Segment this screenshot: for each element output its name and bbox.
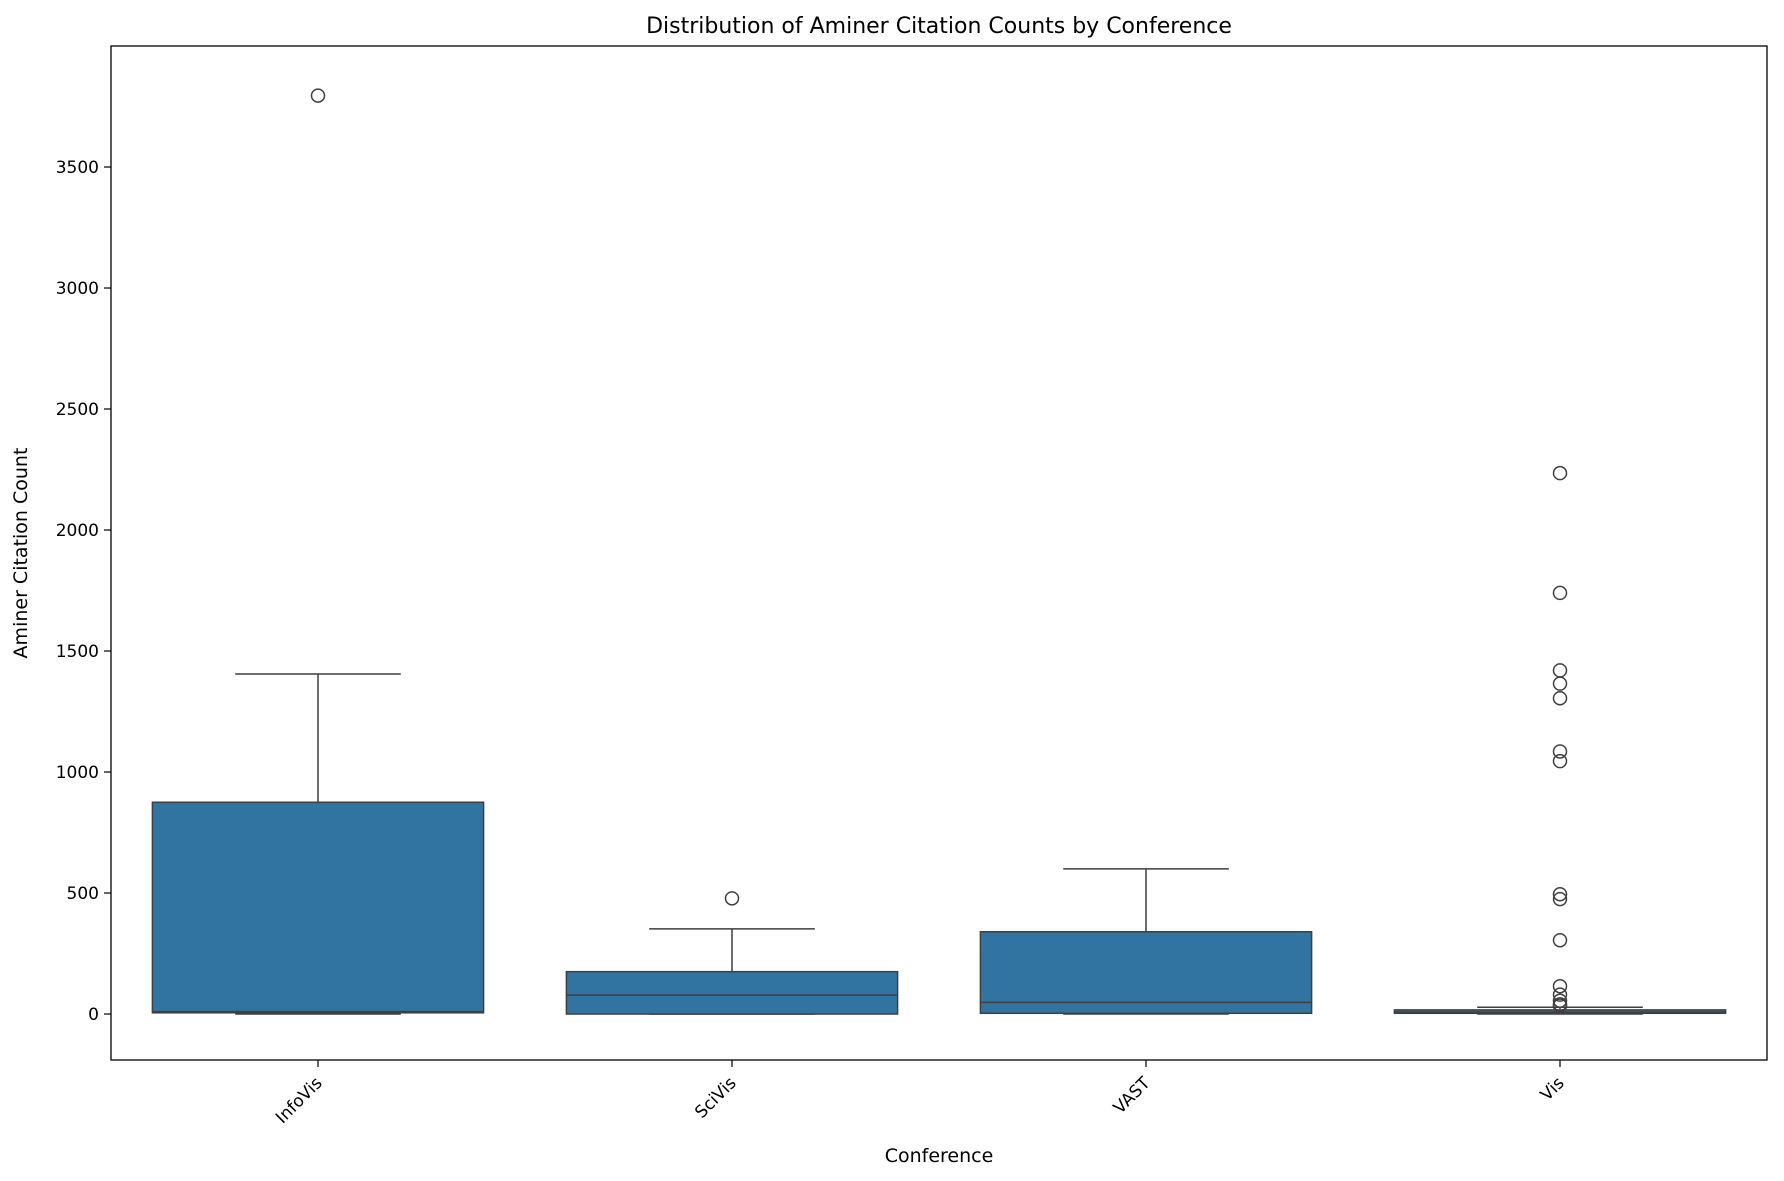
y-tick-label: 3000 — [56, 279, 99, 299]
y-tick-label: 2500 — [56, 400, 99, 420]
outlier-point-vis — [1552, 886, 1568, 902]
y-tick-label: 3500 — [56, 158, 99, 178]
outlier-point-vis — [1552, 585, 1568, 601]
outlier-point-vis — [1552, 676, 1568, 691]
outlier-point-vis — [1552, 978, 1568, 994]
outlier-point-vis — [1552, 891, 1568, 907]
outlier-point-vis — [1552, 993, 1568, 1008]
y-tick-label: 2000 — [56, 521, 99, 541]
outlier-point-vis — [1552, 690, 1568, 706]
plot-frame — [110, 45, 1768, 1061]
outlier-point-vis — [1552, 753, 1568, 769]
outlier-point-vis — [1552, 465, 1568, 481]
y-tick-label: 0 — [88, 1005, 99, 1025]
outlier-point-vis — [1552, 987, 1568, 1002]
y-tick-label: 500 — [67, 884, 99, 904]
x-axis-title: Conference — [885, 1145, 994, 1167]
box-vast — [979, 930, 1313, 1015]
x-tick-label: Vis — [1537, 1073, 1569, 1105]
chart-title: Distribution of Aminer Citation Counts b… — [646, 14, 1232, 39]
outlier-point-vis — [1552, 744, 1568, 759]
x-tick-label: SciVis — [691, 1073, 740, 1122]
outlier-point-vis — [1552, 998, 1568, 1013]
box-infovis — [151, 801, 485, 1014]
x-tick-label: InfoVis — [272, 1073, 327, 1128]
outlier-point-vis — [1552, 663, 1568, 678]
y-tick-label: 1000 — [56, 763, 99, 783]
outlier-point-vis — [1552, 932, 1568, 948]
x-tick-label: VAST — [1110, 1073, 1155, 1118]
box-scivis — [565, 970, 899, 1015]
outlier-point-infovis — [310, 88, 326, 103]
y-tick-label: 1500 — [56, 642, 99, 662]
plot-area: 0 500 1000 1500 2000 2500 3000 3500 InfoVis SciVi… — [56, 45, 1768, 1128]
y-axis-title: Aminer Citation Count — [10, 448, 32, 659]
outlier-point-scivis — [724, 891, 740, 906]
